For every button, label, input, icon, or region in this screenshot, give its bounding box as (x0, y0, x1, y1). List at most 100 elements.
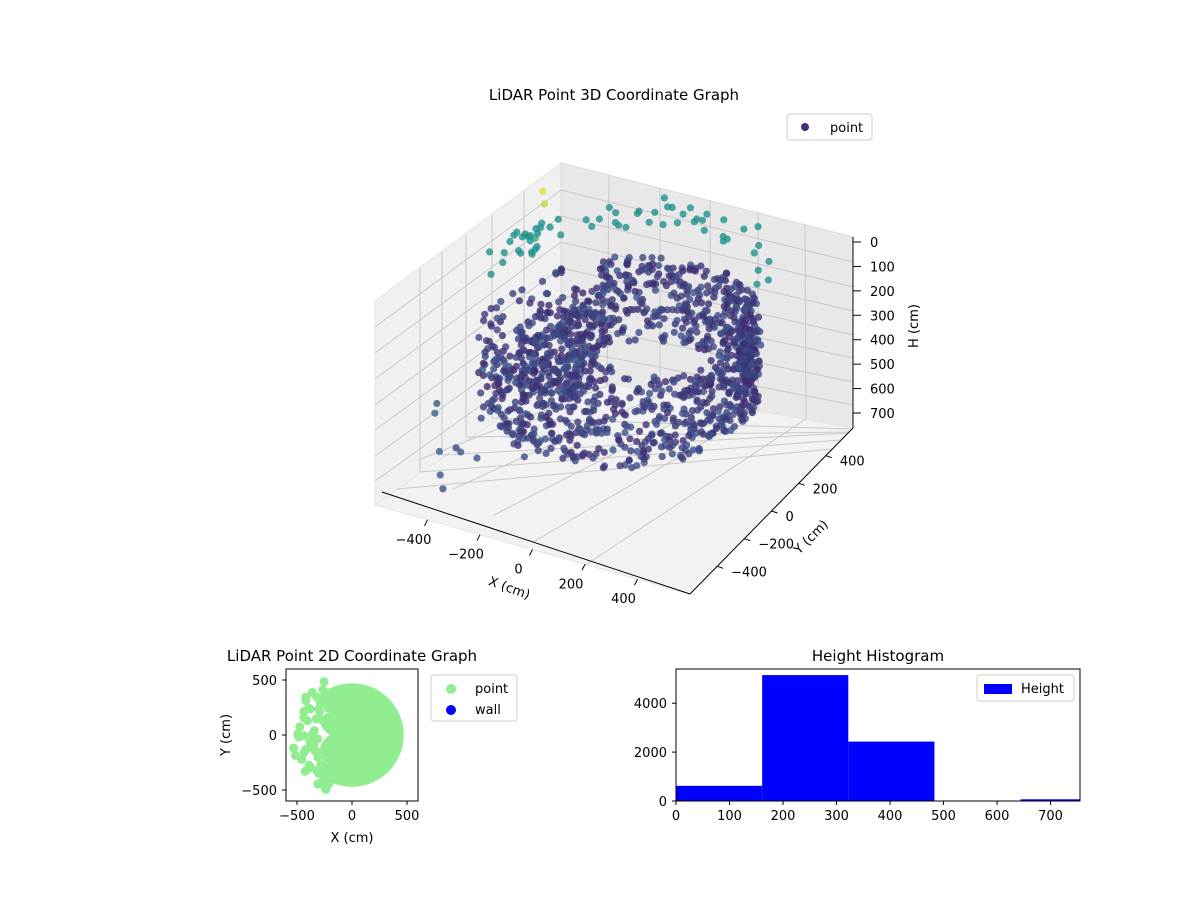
point-marker (715, 383, 723, 391)
point-marker (685, 336, 694, 344)
point-marker (558, 345, 566, 353)
point-marker (726, 400, 734, 409)
point-marker (633, 293, 641, 301)
y-tick-label: 0 (786, 510, 794, 525)
point-marker (607, 301, 615, 309)
point-marker-2d (323, 703, 333, 713)
point-marker (535, 343, 543, 351)
point-marker (563, 308, 571, 316)
point-marker-2d (307, 729, 317, 739)
point-marker (708, 387, 716, 395)
point-marker (714, 407, 722, 415)
point-marker (603, 398, 612, 406)
points-3d (431, 187, 773, 493)
point-marker (639, 253, 647, 262)
point-marker (696, 291, 704, 299)
point-marker (693, 388, 702, 396)
x-tick-mark (634, 578, 638, 586)
point-marker (486, 248, 494, 256)
z-tick-label: 500 (870, 358, 895, 373)
point-marker (722, 376, 730, 384)
point-marker (439, 485, 447, 493)
point-marker (688, 407, 697, 415)
point-marker (493, 326, 501, 334)
point-marker-2d (315, 698, 325, 708)
point-marker (686, 204, 695, 212)
chart-3d: LiDAR Point 3D Coordinate Graph (373, 86, 922, 607)
point-marker (589, 344, 597, 352)
point-marker (497, 297, 505, 306)
point-marker (604, 321, 612, 329)
y-tick-mark (798, 482, 805, 486)
point-marker (431, 409, 439, 417)
point-marker (640, 458, 648, 466)
x-tick-label: 200 (559, 577, 584, 592)
point-marker (749, 403, 758, 412)
point-marker (531, 338, 539, 346)
legend-point-marker (801, 123, 809, 131)
point-marker (623, 309, 632, 317)
point-marker (633, 447, 641, 456)
point-marker (673, 316, 681, 325)
point-marker (534, 331, 542, 339)
point-marker (588, 352, 596, 360)
x-tick-label-2d: −500 (279, 809, 315, 824)
x-tick-mark (581, 564, 586, 571)
point-marker (515, 297, 524, 305)
point-marker (649, 439, 657, 447)
x-tick-label-histogram: 700 (1038, 809, 1063, 824)
x-axis-line (381, 491, 691, 595)
point-marker (724, 341, 732, 349)
point-marker-2d (329, 694, 339, 704)
point-marker (629, 306, 637, 314)
point-marker (652, 280, 660, 288)
x-tick-label: −200 (448, 548, 484, 563)
point-marker (631, 336, 639, 344)
point-marker (522, 374, 530, 382)
point-marker (518, 420, 526, 428)
point-marker (506, 406, 514, 414)
point-marker (546, 352, 554, 360)
point-marker (736, 281, 744, 289)
point-marker (735, 406, 743, 415)
point-marker (579, 304, 587, 312)
point-marker (685, 432, 693, 440)
point-marker (679, 267, 687, 275)
point-marker (668, 450, 677, 458)
point-marker (646, 390, 654, 398)
point-marker (555, 298, 563, 306)
point-marker (620, 410, 628, 418)
point-marker (611, 253, 619, 261)
point-marker (510, 440, 518, 448)
point-marker (605, 279, 613, 287)
point-marker (625, 272, 633, 280)
point-marker (436, 471, 444, 479)
point-marker-2d (324, 763, 334, 773)
point-marker (701, 346, 709, 354)
x-tick-label-histogram: 100 (717, 809, 742, 824)
point-marker (698, 216, 707, 224)
legend-height-label: Height (1021, 682, 1064, 697)
chart-histogram: Height Histogram 0 100 200 300 400 500 600 7000… (634, 647, 1081, 824)
point-marker (599, 464, 607, 472)
point-marker (753, 280, 761, 288)
y-axis-label-2d: Y (cm) (219, 714, 234, 757)
point-marker (645, 399, 653, 407)
point-marker (596, 265, 604, 273)
point-marker (558, 395, 566, 403)
point-marker (540, 200, 549, 208)
point-marker (573, 331, 581, 339)
point-marker (705, 377, 713, 385)
point-marker (536, 394, 544, 402)
point-marker (557, 231, 565, 239)
point-marker (707, 357, 715, 365)
point-marker (538, 277, 547, 285)
point-marker (542, 289, 550, 298)
point-marker (534, 447, 542, 455)
point-marker (689, 446, 697, 454)
point-marker (716, 359, 725, 367)
point-marker (751, 387, 759, 395)
point-marker (592, 316, 600, 324)
point-marker (616, 462, 624, 470)
point-marker (735, 296, 743, 304)
